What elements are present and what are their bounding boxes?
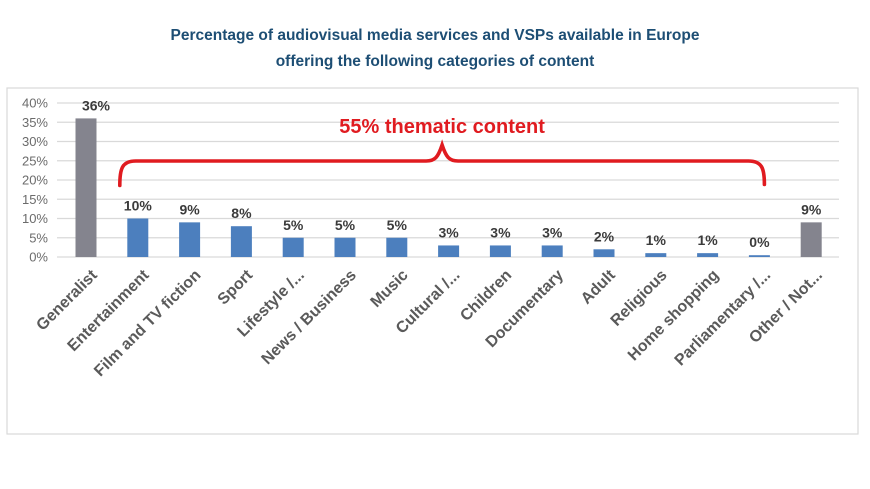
y-axis-tick-label: 35% (22, 115, 48, 130)
bar-value-label: 9% (801, 201, 822, 217)
bar-children (489, 245, 511, 257)
y-axis-tick-label: 25% (22, 153, 48, 168)
y-axis-tick-label: 10% (22, 211, 48, 226)
x-axis-category-label: Music (368, 267, 412, 311)
x-axis-category-label: Sport (215, 266, 257, 308)
x-axis-category-label: Film and TV fiction (91, 267, 204, 380)
bar-value-label: 3% (438, 224, 459, 240)
chart-title-line-1: Percentage of audiovisual media services… (170, 27, 700, 44)
bar-news-business (334, 237, 356, 257)
bar-cultural (438, 245, 460, 257)
bar-value-label: 3% (542, 224, 563, 240)
bar-generalist (75, 118, 97, 258)
bar-parliamentary (748, 255, 770, 257)
annotation-text: 55% thematic content (339, 116, 545, 138)
y-axis-tick-label: 40% (22, 96, 48, 111)
bar-music (386, 237, 408, 257)
bar-value-label: 5% (387, 217, 408, 233)
bar-value-label: 5% (335, 217, 356, 233)
x-axis-category-label: Home shopping (625, 267, 723, 365)
y-axis-tick-label: 20% (22, 173, 48, 188)
y-axis-tick-label: 15% (22, 192, 48, 207)
bar-value-label: 2% (594, 228, 615, 244)
y-axis-tick-label: 0% (29, 250, 48, 265)
bar-value-label: 3% (490, 224, 511, 240)
bar-film-and-tv-fiction (179, 222, 201, 257)
bar-home-shopping (697, 253, 719, 257)
bar-religious (645, 253, 667, 257)
x-axis-category-label: Adult (578, 266, 619, 307)
bar-adult (593, 249, 615, 257)
bar-value-label: 0% (749, 234, 770, 250)
bar-value-label: 36% (82, 97, 111, 113)
bar-lifestyle (282, 237, 304, 257)
chart-title-line-2: offering the following categories of con… (275, 53, 595, 70)
bar-other-not (800, 222, 822, 257)
bar-sport (230, 226, 252, 257)
bar-value-label: 1% (646, 232, 667, 248)
bar-value-label: 8% (231, 205, 252, 221)
y-axis-tick-label: 30% (22, 134, 48, 149)
thematic-content-brace (118, 139, 767, 188)
bar-entertainment (127, 218, 149, 257)
bar-documentary (541, 245, 563, 257)
x-axis-category-label: News / Business (259, 267, 360, 368)
bar-value-label: 1% (697, 232, 718, 248)
x-axis-category-label: Parliamentary /... (672, 267, 775, 370)
bar-value-label: 9% (179, 201, 200, 217)
y-axis-tick-label: 5% (29, 230, 48, 245)
chart-title: Percentage of audiovisual media services… (0, 23, 870, 75)
bar-value-label: 5% (283, 217, 304, 233)
bar-value-label: 10% (124, 198, 153, 214)
chart-frame (6, 87, 859, 435)
